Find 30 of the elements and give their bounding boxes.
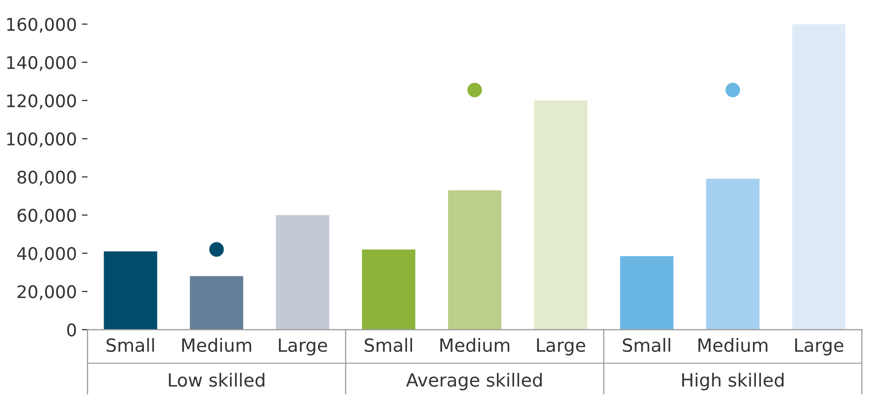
- bar: [362, 249, 416, 330]
- x-tick-label: Medium: [182, 338, 252, 352]
- bar: [534, 100, 588, 330]
- x-tick-label: Large: [537, 338, 586, 356]
- bar: [190, 276, 244, 330]
- y-tick-label: 20,000: [18, 285, 76, 300]
- y-tick-label: 80,000: [18, 170, 76, 186]
- text: Average skilled: [406, 372, 542, 390]
- x-tick-label: Small: [106, 338, 154, 352]
- bar: [448, 190, 502, 330]
- y-tick-label: 160,000: [7, 18, 76, 33]
- y-tick-label: 0: [67, 323, 76, 336]
- bar: [620, 256, 674, 330]
- bar: [706, 178, 760, 330]
- text: High skilled: [682, 372, 784, 390]
- x-tick-label: Large: [795, 338, 844, 356]
- y-tick-label: 60,000: [18, 208, 76, 224]
- x-tick-label: Small: [364, 338, 412, 352]
- x-tick-label: Small: [622, 338, 670, 352]
- y-tick-label: 40,000: [17, 246, 76, 262]
- y-tick-label: 100,000: [7, 132, 76, 148]
- x-tick-label: Medium: [698, 338, 768, 352]
- bar: [792, 24, 846, 330]
- text: Low skilled: [168, 372, 264, 387]
- bar: [104, 251, 158, 330]
- x-tick-label: Large: [278, 338, 328, 356]
- y-tick-label: 120,000: [7, 94, 76, 110]
- x-tick-label: Medium: [440, 338, 510, 352]
- bar: [276, 215, 330, 330]
- y-tick-label: 140,000: [7, 56, 76, 71]
